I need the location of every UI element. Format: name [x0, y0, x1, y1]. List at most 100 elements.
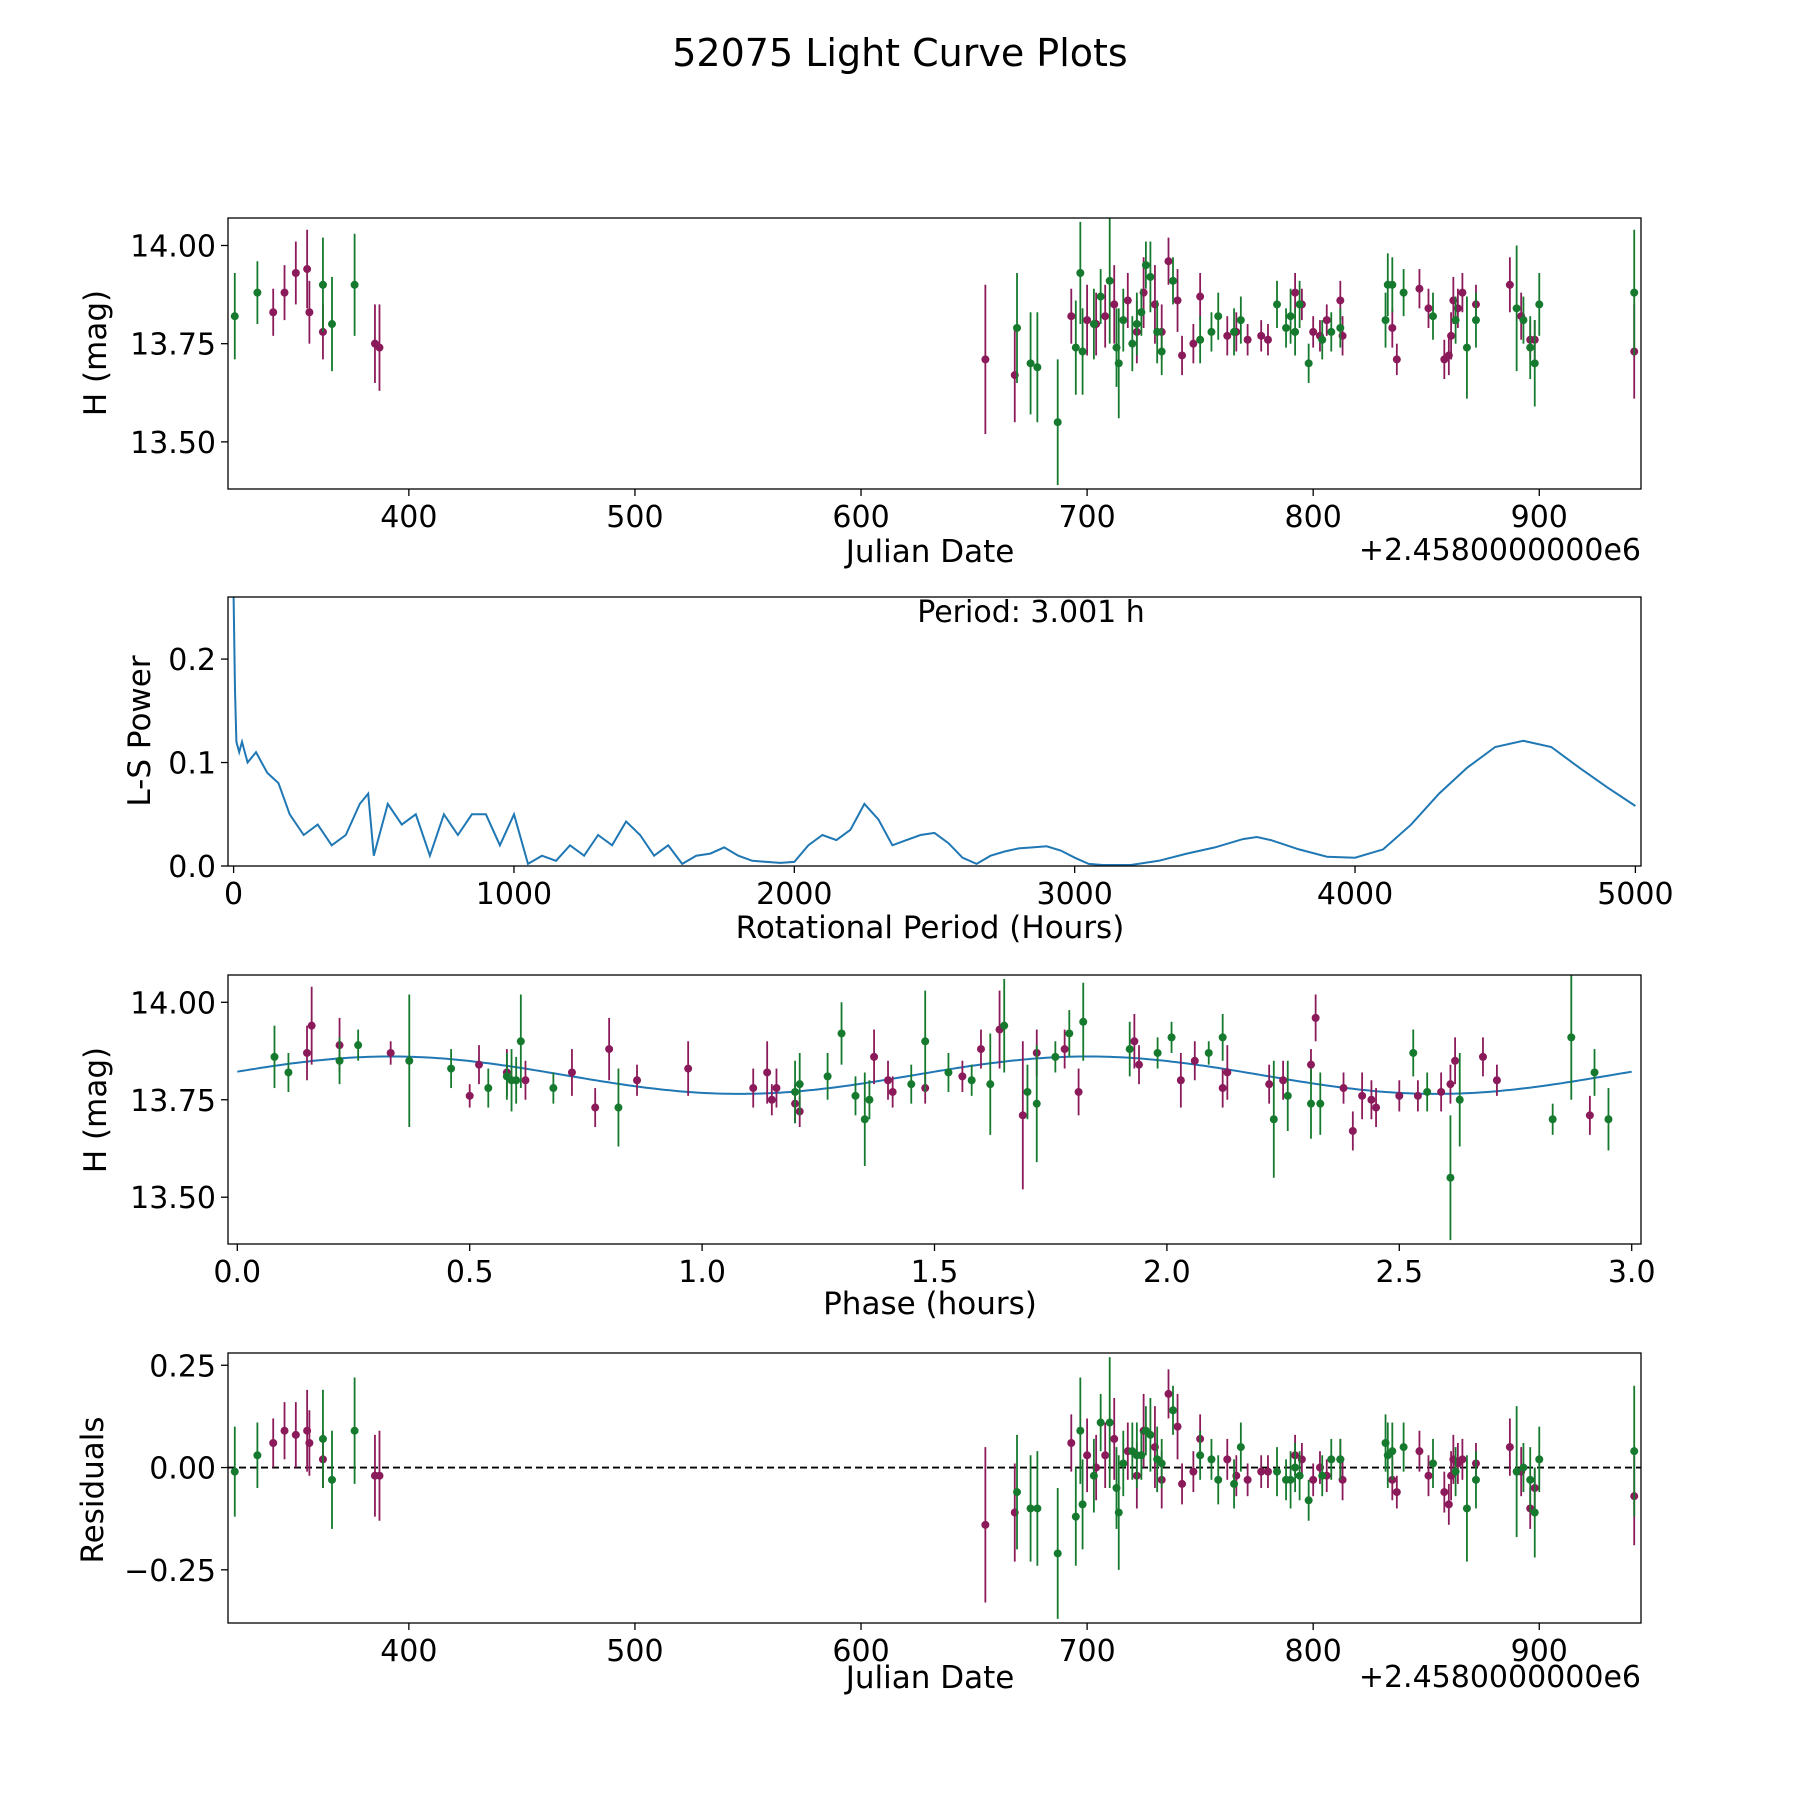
residuals-data-point: [1189, 1467, 1198, 1476]
lightcurve-data-point: [981, 355, 990, 364]
residuals-data-point: [1119, 1459, 1128, 1468]
periodogram-ytick-label: 0.1: [168, 747, 216, 782]
lightcurve-data-point: [1392, 355, 1401, 364]
residuals-data-point: [1286, 1475, 1295, 1484]
phased-data-point: [1269, 1115, 1278, 1124]
phased-xtick-label: 0.0: [213, 1255, 261, 1290]
residuals-data-point: [1458, 1455, 1467, 1464]
phased-model-curve: [237, 1055, 1632, 1095]
phased-data-point: [763, 1068, 772, 1077]
lightcurve-data-point: [1388, 280, 1397, 289]
phased-data-point: [684, 1064, 693, 1073]
lightcurve-ytick-label: 13.50: [130, 426, 216, 461]
lightcurve-data-point: [1304, 359, 1313, 368]
phased-data-point: [516, 1037, 525, 1046]
lightcurve-plot-area: [230, 218, 1639, 486]
residuals-data-point: [1243, 1475, 1252, 1484]
residuals-data-point: [1336, 1455, 1345, 1464]
residuals-data-point: [981, 1520, 990, 1529]
lightcurve-xtick-label: 400: [380, 500, 437, 535]
lightcurve-panel: Julian Date H (mag) +2.4580000000e6 400 5…: [78, 217, 1642, 570]
phased-data-point: [1130, 1037, 1139, 1046]
phased-data-point: [1413, 1091, 1422, 1100]
phased-data-point: [967, 1076, 976, 1085]
phased-data-point: [605, 1045, 614, 1054]
residuals-data-point: [1519, 1463, 1528, 1472]
lightcurve-data-point: [1119, 316, 1128, 325]
lightcurve-xtick-label: 700: [1058, 500, 1115, 535]
lightcurve-data-point: [1033, 363, 1042, 372]
residuals-xtick-label: 700: [1058, 1634, 1115, 1669]
lightcurve-data-point: [1471, 316, 1480, 325]
period-annotation: Period: 3.001 h: [917, 595, 1145, 630]
residuals-data-point: [375, 1471, 384, 1480]
lightcurve-data-point: [1078, 347, 1087, 356]
phased-xtick-label: 0.5: [446, 1255, 494, 1290]
lightcurve-data-point: [1169, 276, 1178, 285]
residuals-data-point: [1327, 1455, 1336, 1464]
residuals-xtick-label: 900: [1511, 1634, 1568, 1669]
lightcurve-data-point: [1318, 335, 1327, 344]
periodogram-ytick-label: 0.2: [168, 643, 216, 678]
residuals-data-point: [1263, 1467, 1272, 1476]
phased-data-point: [447, 1064, 456, 1073]
phased-data-point: [837, 1029, 846, 1038]
phased-data-point: [888, 1087, 897, 1096]
phased-data-point: [870, 1052, 879, 1061]
phased-plot-area: [237, 975, 1632, 1241]
periodogram-xlabel: Rotational Period (Hours): [736, 910, 1125, 946]
residuals-data-point: [1137, 1451, 1146, 1460]
lightcurve-data-point: [1132, 320, 1141, 329]
phased-data-point: [1358, 1091, 1367, 1100]
phased-data-point: [907, 1080, 916, 1089]
periodogram-panel: Rotational Period (Hours) L-S Power Peri…: [122, 595, 1674, 946]
lightcurve-data-point: [1381, 316, 1390, 325]
phased-data-point: [1032, 1099, 1041, 1108]
phased-data-point: [1204, 1048, 1213, 1057]
phased-data-point: [1316, 1099, 1325, 1108]
lightcurve-offset-text: +2.4580000000e6: [1359, 533, 1641, 568]
lightcurve-data-point: [1291, 327, 1300, 336]
phased-data-point: [1455, 1095, 1464, 1104]
phased-data-point: [1585, 1111, 1594, 1120]
residuals-ytick-label: 0.00: [149, 1452, 216, 1487]
residuals-data-point: [1114, 1508, 1123, 1517]
phased-data-point: [749, 1084, 758, 1093]
residuals-data-point: [1173, 1422, 1182, 1431]
residuals-axes-frame: [227, 1352, 1642, 1624]
lightcurve-data-point: [327, 320, 336, 329]
lightcurve-data-point: [253, 288, 262, 297]
phased-data-point: [1153, 1048, 1162, 1057]
lightcurve-data-point: [1336, 323, 1345, 332]
residuals-data-point: [1078, 1500, 1087, 1509]
residuals-data-point: [1101, 1451, 1110, 1460]
lightcurve-ytick-label: 13.75: [130, 328, 216, 363]
residuals-data-point: [1257, 1467, 1266, 1476]
residuals-data-point: [305, 1439, 314, 1447]
residuals-data-point: [1429, 1459, 1438, 1468]
lightcurve-data-point: [1526, 343, 1535, 352]
lightcurve-data-point: [1173, 296, 1182, 305]
residuals-xtick-label: 400: [380, 1634, 437, 1669]
lightcurve-data-point: [1462, 343, 1471, 352]
lightcurve-data-point: [1214, 312, 1223, 321]
lightcurve-data-point: [1630, 288, 1639, 297]
phased-data-point: [484, 1084, 493, 1093]
phased-xtick-label: 2.0: [1143, 1255, 1191, 1290]
phased-data-point: [1367, 1095, 1376, 1104]
phased-data-point: [1051, 1052, 1060, 1061]
residuals-data-point: [327, 1475, 336, 1484]
lightcurve-data-point: [1388, 323, 1397, 332]
residuals-data-point: [1096, 1418, 1105, 1427]
residuals-data-point: [1196, 1451, 1205, 1460]
periodogram-plot-area: [232, 597, 1636, 866]
lightcurve-data-point: [1236, 316, 1245, 325]
residuals-data-point: [1146, 1430, 1155, 1439]
phased-data-point: [1176, 1076, 1185, 1085]
residuals-data-point: [1440, 1488, 1449, 1497]
lightcurve-xlabel: Julian Date: [844, 534, 1015, 570]
lightcurve-data-point: [318, 280, 327, 289]
lightcurve-data-point: [1505, 280, 1514, 289]
residuals-data-point: [1273, 1467, 1282, 1476]
phased-data-point: [474, 1060, 483, 1069]
